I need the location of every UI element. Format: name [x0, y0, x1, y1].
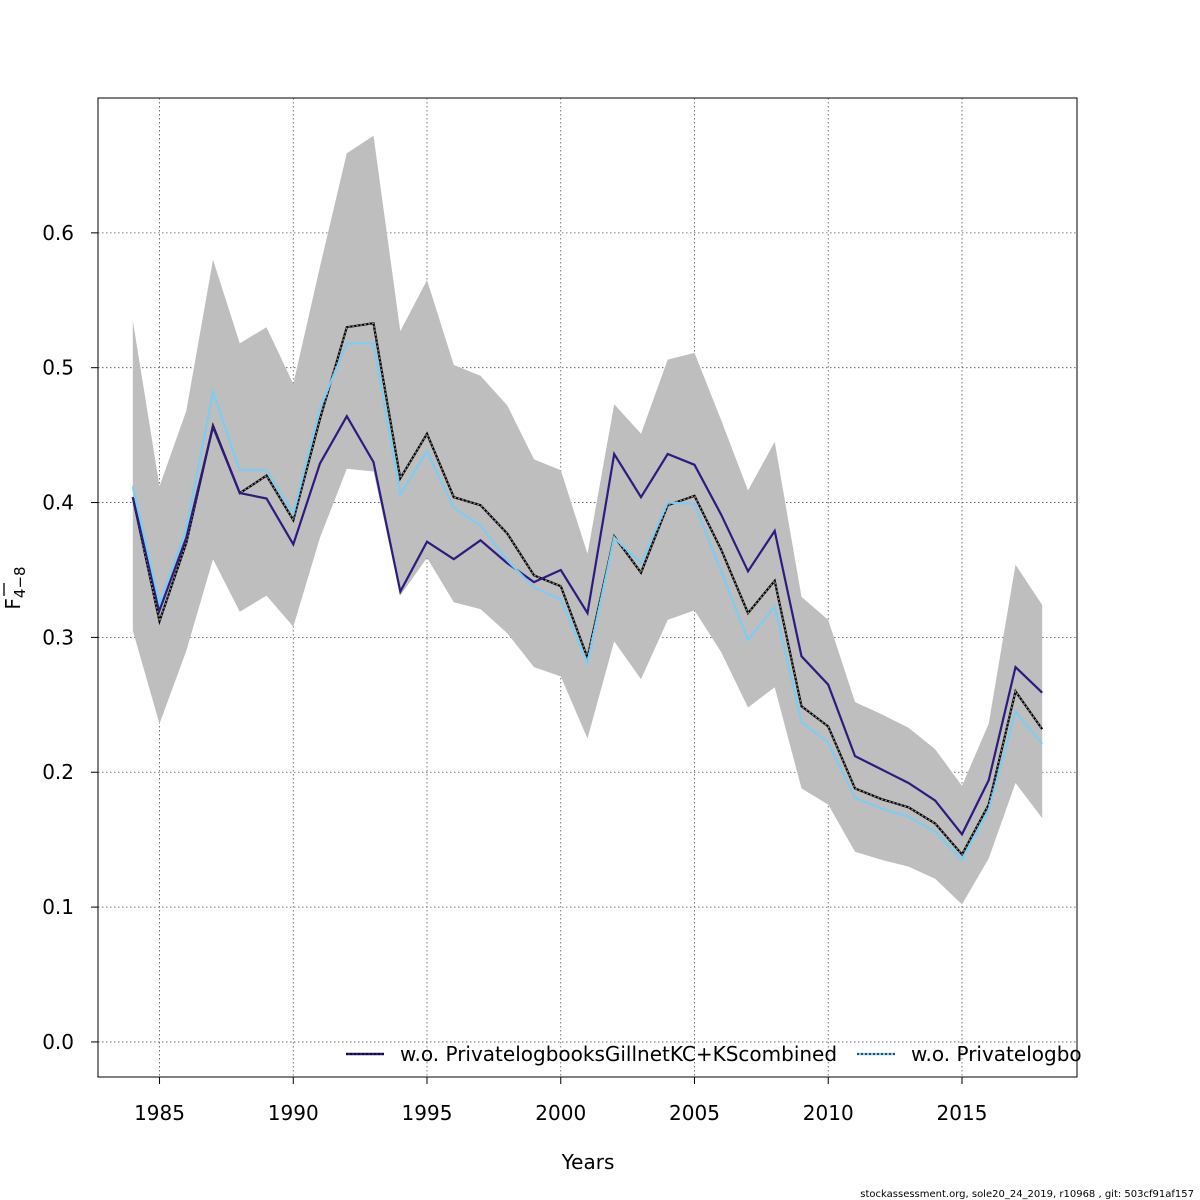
- x-tick-label: 2015: [937, 1101, 988, 1125]
- x-tick-label: 2000: [535, 1101, 586, 1125]
- y-tick-label: 0.5: [42, 356, 74, 380]
- x-tick-label: 1995: [402, 1101, 453, 1125]
- x-tick-label: 1985: [134, 1101, 185, 1125]
- series-line-1: [131, 413, 1043, 837]
- legend-label: w.o. Privatelogbo: [911, 1042, 1082, 1066]
- x-axis-title: Years: [561, 1150, 615, 1174]
- confidence-band: [132, 135, 1043, 905]
- y-tick-label: 0.6: [42, 221, 74, 245]
- x-tick-label: 1990: [268, 1101, 319, 1125]
- y-axis: 0.0 0.1 0.2 0.3 0.4 0.5 0.6: [42, 221, 98, 1054]
- y-tick-label: 0.2: [42, 760, 74, 784]
- y-tick-label: 0.0: [42, 1030, 74, 1054]
- svg-text:F4−8: F4−8: [1, 566, 29, 609]
- legend-label: w.o. PrivatelogbooksGillnetKC+KScombined: [400, 1042, 837, 1066]
- x-tick-label: 2005: [669, 1101, 720, 1125]
- y-axis-title-base: F: [1, 598, 25, 610]
- x-tick-label: 2010: [803, 1101, 854, 1125]
- plot-frame: [97, 97, 1078, 1078]
- footer-text: stockassessment.org, sole20_24_2019, r10…: [860, 1189, 1194, 1200]
- series-layer: [131, 321, 1044, 862]
- y-tick-label: 0.1: [42, 895, 74, 919]
- y-axis-title-subscript: 4−8: [11, 566, 29, 598]
- y-axis-title: F4−8: [1, 566, 29, 609]
- y-tick-label: 0.4: [42, 491, 74, 515]
- series-line-dots: [132, 322, 1043, 856]
- y-tick-label: 0.3: [42, 625, 74, 649]
- series-line-2: [131, 342, 1044, 862]
- legend: w.o. PrivatelogbooksGillnetKC+KScombined…: [346, 1042, 1082, 1066]
- x-axis: 1985 1990 1995 2000 2005 2010 2015: [134, 1077, 987, 1125]
- legend-entries: w.o. PrivatelogbooksGillnetKC+KScombined…: [346, 1042, 1082, 1066]
